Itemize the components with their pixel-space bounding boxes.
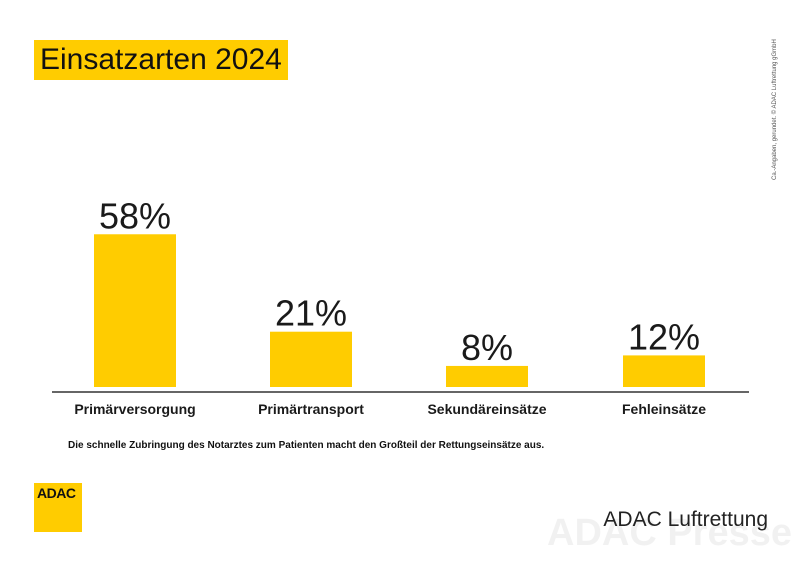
chart-title: Einsatzarten 2024: [34, 40, 288, 80]
bar-value-label-2: 21%: [275, 293, 347, 334]
bar-3: [446, 365, 528, 387]
bar-value-label-4: 12%: [628, 316, 700, 357]
brand-name: ADAC Luftrettung: [603, 508, 768, 531]
chart-caption: Die schnelle Zubringung des Notarztes zu…: [68, 440, 545, 451]
adac-logo: ADAC: [34, 483, 82, 532]
copyright-note: Ca.-Angaben, gerundet. © ADAC Luftrettun…: [772, 39, 778, 180]
category-label-1: Primärversorgung: [74, 401, 195, 417]
bar-value-label-1: 58%: [99, 195, 171, 236]
category-label-2: Primärtransport: [258, 401, 364, 417]
watermark: ADAC Presse: [547, 512, 792, 554]
category-label-3: Sekundäreinsätze: [427, 401, 546, 417]
bar-chart: 58% Primärversorgung 21% Primärtransport 8% S…: [52, 195, 749, 417]
category-label-4: Fehleinsätze: [622, 401, 706, 417]
bar-value-label-3: 8%: [461, 327, 513, 368]
bar-1: [94, 234, 176, 387]
bar-2: [270, 331, 352, 387]
adac-logo-text: ADAC: [37, 485, 76, 501]
bar-4: [623, 355, 705, 387]
